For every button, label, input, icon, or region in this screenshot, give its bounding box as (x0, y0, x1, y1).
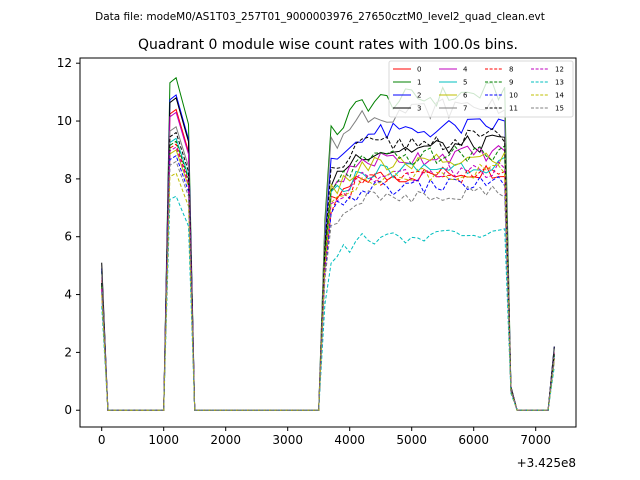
x-tick-label: 4000 (334, 433, 365, 447)
legend-label-12: 12 (555, 66, 564, 74)
chart-suptitle: Data file: modeM0/AS1T03_257T01_90000039… (95, 11, 545, 23)
x-tick-label: 5000 (396, 433, 427, 447)
series-lines (101, 76, 555, 411)
legend-label-3: 3 (417, 105, 421, 113)
y-tick-label: 8 (64, 172, 72, 186)
legend-label-11: 11 (509, 105, 518, 113)
y-tick-label: 4 (64, 288, 72, 302)
legend-label-9: 9 (509, 79, 513, 87)
x-tick-label: 3000 (272, 433, 303, 447)
legend-label-0: 0 (417, 66, 421, 74)
series-line-2 (101, 94, 555, 411)
x-tick-label: 2000 (210, 433, 241, 447)
legend-label-7: 7 (463, 105, 467, 113)
y-tick-label: 10 (57, 114, 72, 128)
series-line-14 (101, 163, 555, 411)
series-line-13 (101, 195, 555, 411)
axes-frame (79, 57, 577, 428)
x-axis-offset-label: +3.425e8 (517, 456, 576, 470)
chart-title: Quadrant 0 module wise count rates with … (138, 37, 518, 53)
legend-label-6: 6 (463, 92, 468, 100)
series-line-15 (101, 160, 555, 411)
legend-label-8: 8 (509, 66, 513, 74)
legend-label-13: 13 (555, 79, 564, 87)
legend-box (388, 60, 574, 118)
legend-label-15: 15 (555, 105, 564, 113)
x-tick-label: 6000 (458, 433, 489, 447)
x-axis-ticks: 0 1000 2000 3000 4000 5000 6000 7000 (98, 427, 551, 447)
legend-label-4: 4 (463, 66, 468, 74)
series-line-9 (101, 140, 555, 411)
legend-label-5: 5 (463, 79, 467, 87)
y-tick-label: 0 (64, 403, 72, 417)
x-tick-label: 7000 (520, 433, 551, 447)
legend-label-14: 14 (555, 92, 564, 100)
series-line-10 (101, 154, 555, 411)
y-axis-ticks: 0 2 4 6 8 10 12 (57, 56, 80, 417)
x-tick-label: 1000 (148, 433, 179, 447)
legend-label-10: 10 (509, 92, 518, 100)
series-line-8 (101, 143, 555, 411)
legend-label-2: 2 (417, 92, 421, 100)
y-tick-label: 6 (64, 230, 72, 244)
series-line-12 (101, 146, 555, 411)
y-tick-label: 12 (57, 56, 72, 70)
x-tick-label: 0 (98, 433, 106, 447)
series-line-11 (101, 127, 555, 411)
legend-label-1: 1 (417, 79, 421, 87)
y-tick-label: 2 (64, 345, 72, 359)
